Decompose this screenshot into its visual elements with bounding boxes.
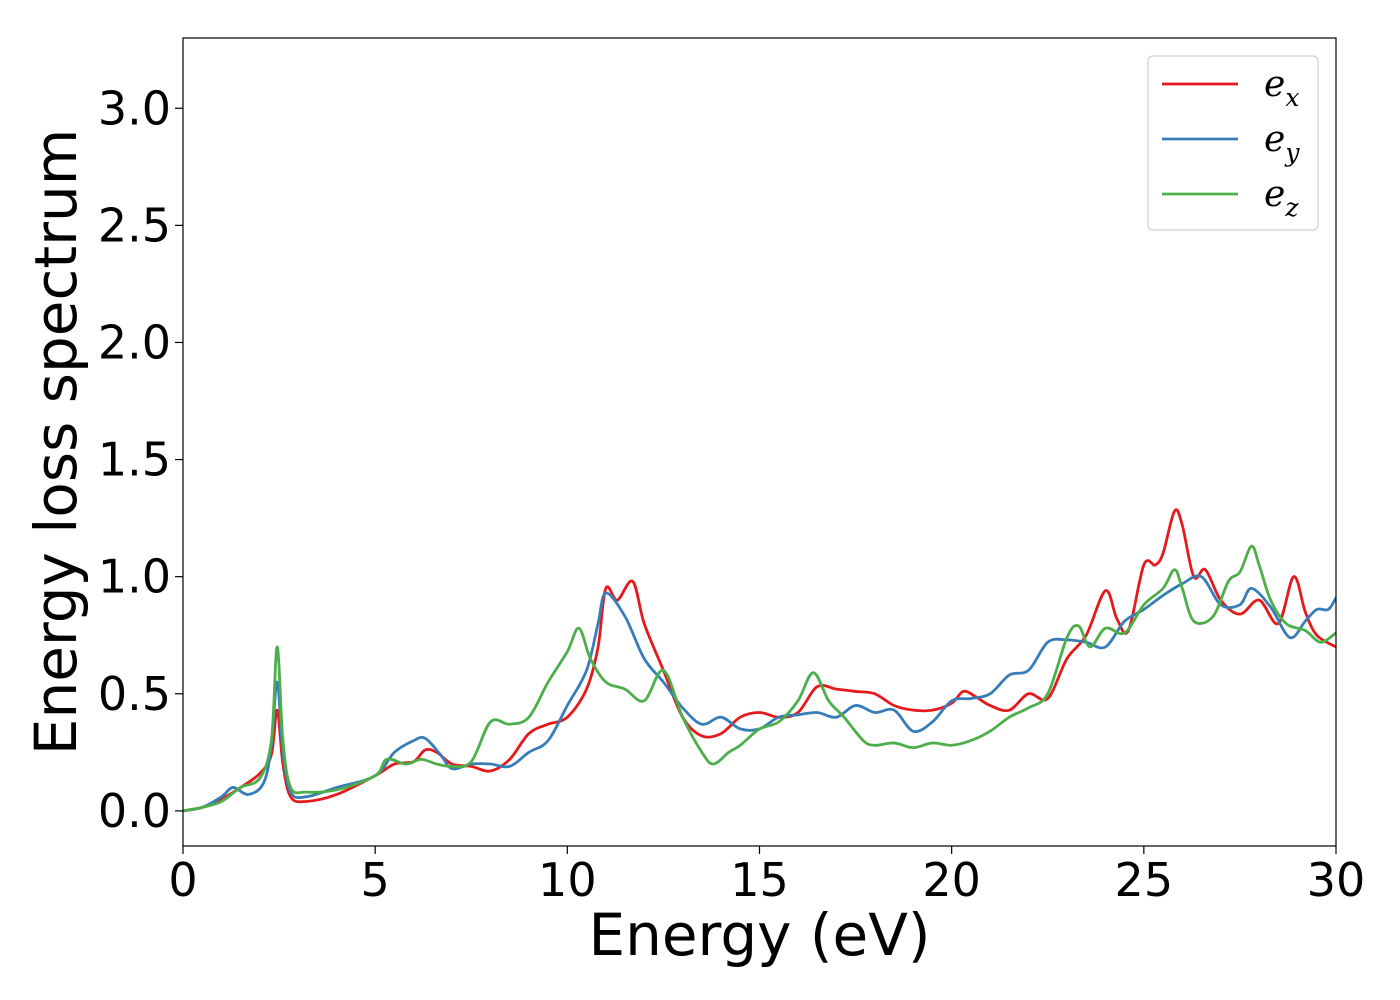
y-axis-label: Energy loss spectrum: [22, 129, 90, 755]
series-line-e-z: [183, 544, 1336, 813]
y-tick-label: 2.0: [98, 315, 171, 369]
x-tick-label: 5: [361, 853, 390, 907]
x-tick-label: 25: [1115, 853, 1174, 907]
y-tick-label: 1.0: [98, 550, 171, 604]
x-axis-label: Energy (eV): [588, 901, 930, 969]
x-tick-label: 20: [922, 853, 981, 907]
legend-label-z: ez: [1264, 174, 1299, 222]
legend-label-y: ey: [1264, 119, 1300, 167]
legend: ex ey ez: [1147, 55, 1319, 231]
y-tick-label: 1.5: [98, 433, 171, 487]
y-tick-label: 3.0: [98, 81, 171, 135]
x-tick-label: 15: [730, 853, 789, 907]
x-tick-label: 30: [1307, 853, 1366, 907]
y-tick-label: 0.0: [98, 784, 171, 838]
x-tick-label: 10: [538, 853, 597, 907]
series-line-e-y: [183, 574, 1336, 813]
x-tick-label: 0: [168, 853, 197, 907]
legend-box: [1147, 55, 1319, 231]
legend-label-x: ex: [1264, 64, 1299, 112]
y-tick-label: 0.5: [98, 667, 171, 721]
axis-ticks: 0 5 10 15 20 25 30 0.0 0.5 1.0 1.5 2.0 2.5 3.0: [98, 81, 1365, 907]
plot-area: [183, 508, 1336, 813]
y-tick-label: 2.5: [98, 198, 171, 252]
series-line-e-x: [183, 508, 1336, 813]
